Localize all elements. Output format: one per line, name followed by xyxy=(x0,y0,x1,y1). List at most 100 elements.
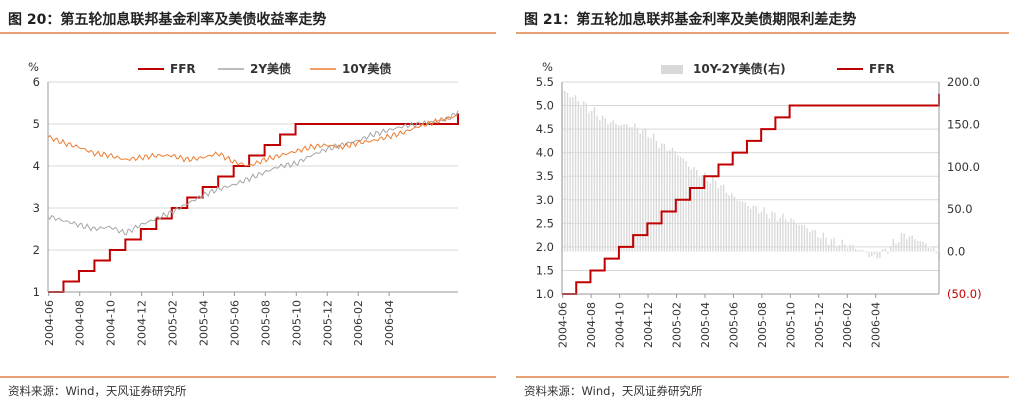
ffr-step-line xyxy=(562,93,940,295)
spread-bar xyxy=(564,90,566,252)
x-tick-label: 2005-04 xyxy=(699,302,712,348)
y-tick-label: 2 xyxy=(33,243,40,257)
spread-bar xyxy=(609,122,612,252)
spread-bar xyxy=(722,184,725,252)
spread-bar xyxy=(849,245,851,252)
legend-swatch xyxy=(661,65,683,74)
x-tick-label: 2005-08 xyxy=(756,302,769,348)
spread-bar xyxy=(733,196,736,252)
spread-bar xyxy=(679,156,682,252)
spread-bar xyxy=(615,123,617,252)
spread-bar xyxy=(774,212,776,252)
legend-label: 2Y美债 xyxy=(250,61,291,76)
y-tick-label: 5.0 xyxy=(536,99,554,113)
spread-bar xyxy=(844,244,846,252)
y-tick-label: 5.5 xyxy=(536,75,554,89)
spread-bar xyxy=(817,237,819,252)
spread-bar xyxy=(652,133,655,252)
x-tick-label: 2004-10 xyxy=(614,302,627,348)
spread-bar xyxy=(795,223,798,252)
spread-bar xyxy=(620,124,623,252)
spread-bar xyxy=(650,138,652,252)
spread-bar xyxy=(612,120,614,252)
spread-bar xyxy=(671,147,674,252)
x-tick-label: 2004-06 xyxy=(557,302,570,348)
spread-bar xyxy=(599,120,601,252)
x-tick-label: 2005-04 xyxy=(197,300,210,346)
spread-bar xyxy=(914,239,916,252)
y-tick-label: 1.0 xyxy=(536,287,554,301)
spread-bar xyxy=(819,238,822,252)
x-tick-label: 2006-04 xyxy=(870,302,883,348)
spread-bar xyxy=(677,155,679,252)
spread-bar xyxy=(752,205,754,252)
spread-bar xyxy=(809,232,811,252)
chart-panel-left: 图 20：第五轮加息联邦基金利率及美债收益率走势 1 2 3 4 5 6% 2004-06 2… xyxy=(0,0,496,409)
spread-bar xyxy=(566,92,569,252)
spread-bar xyxy=(690,169,693,252)
y-tick-label: 3.5 xyxy=(536,169,554,183)
spread-bar xyxy=(644,128,647,252)
x-tick-label: 2005-06 xyxy=(228,300,241,346)
spread-bar xyxy=(892,238,895,252)
spread-bar xyxy=(782,213,784,252)
y-tick-label: 4.5 xyxy=(536,122,554,136)
spread-bar xyxy=(836,246,838,252)
y-tick-label: 1.5 xyxy=(536,263,554,277)
y-tick-label: 2.5 xyxy=(536,216,554,230)
x-tick-label: 2004-06 xyxy=(43,300,56,346)
spread-bar xyxy=(717,188,719,252)
spread-bar xyxy=(911,235,913,252)
spread-bar xyxy=(669,150,671,252)
spread-bar xyxy=(898,242,900,252)
spread-bar xyxy=(709,183,711,252)
spread-bar xyxy=(574,95,577,252)
y-tick-label: 4.0 xyxy=(536,146,554,160)
spread-bar xyxy=(922,241,924,252)
x-tick-label: 2005-10 xyxy=(784,302,797,348)
spread-bar xyxy=(714,180,717,252)
spread-bar xyxy=(889,245,892,252)
spread-bar xyxy=(927,248,930,252)
spread-bar xyxy=(811,230,814,252)
spread-bar xyxy=(639,133,641,252)
spread-bar xyxy=(906,239,908,252)
spread-bar xyxy=(706,180,709,252)
spread-bar xyxy=(814,229,816,252)
y-tick-label: 1 xyxy=(33,285,40,299)
y-axis-unit: % xyxy=(542,60,553,74)
spread-bar xyxy=(647,137,649,252)
spread-bar xyxy=(838,245,841,252)
spread-bar xyxy=(661,143,663,252)
legend-label: 10Y-2Y美债(右) xyxy=(693,61,786,76)
spread-bar xyxy=(854,249,857,252)
spread-bar xyxy=(687,166,690,252)
spread-bar xyxy=(580,106,582,252)
spread-bar xyxy=(933,246,935,252)
spread-bar xyxy=(572,97,574,252)
spread-bar xyxy=(792,219,795,252)
spread-bar xyxy=(895,243,897,252)
x-tick-label: 2004-12 xyxy=(642,302,655,348)
y2-tick-label: 0.0 xyxy=(947,245,965,259)
spread-bar xyxy=(666,150,668,252)
x-tick-label: 2005-12 xyxy=(813,302,826,348)
y-tick-label: 4 xyxy=(33,159,40,173)
spread-bar xyxy=(631,127,633,252)
spread-bar xyxy=(628,127,631,252)
y-axis-unit: % xyxy=(28,60,39,74)
y-tick-label: 2.0 xyxy=(536,240,554,254)
title-divider xyxy=(0,32,496,34)
spread-bar xyxy=(930,248,932,252)
spread-bar xyxy=(798,224,800,252)
spread-bar xyxy=(860,249,862,252)
bar-series-spread xyxy=(561,90,940,260)
source-note: 资料来源：Wind，天风证券研究所 xyxy=(524,384,703,398)
spread-bar xyxy=(776,220,779,252)
spread-bar xyxy=(833,237,835,252)
legend-label: FFR xyxy=(170,62,196,76)
spread-bar xyxy=(588,112,590,252)
x-tick-label: 2004-08 xyxy=(74,300,87,346)
spread-bar xyxy=(731,193,733,252)
spread-bar xyxy=(601,115,604,252)
